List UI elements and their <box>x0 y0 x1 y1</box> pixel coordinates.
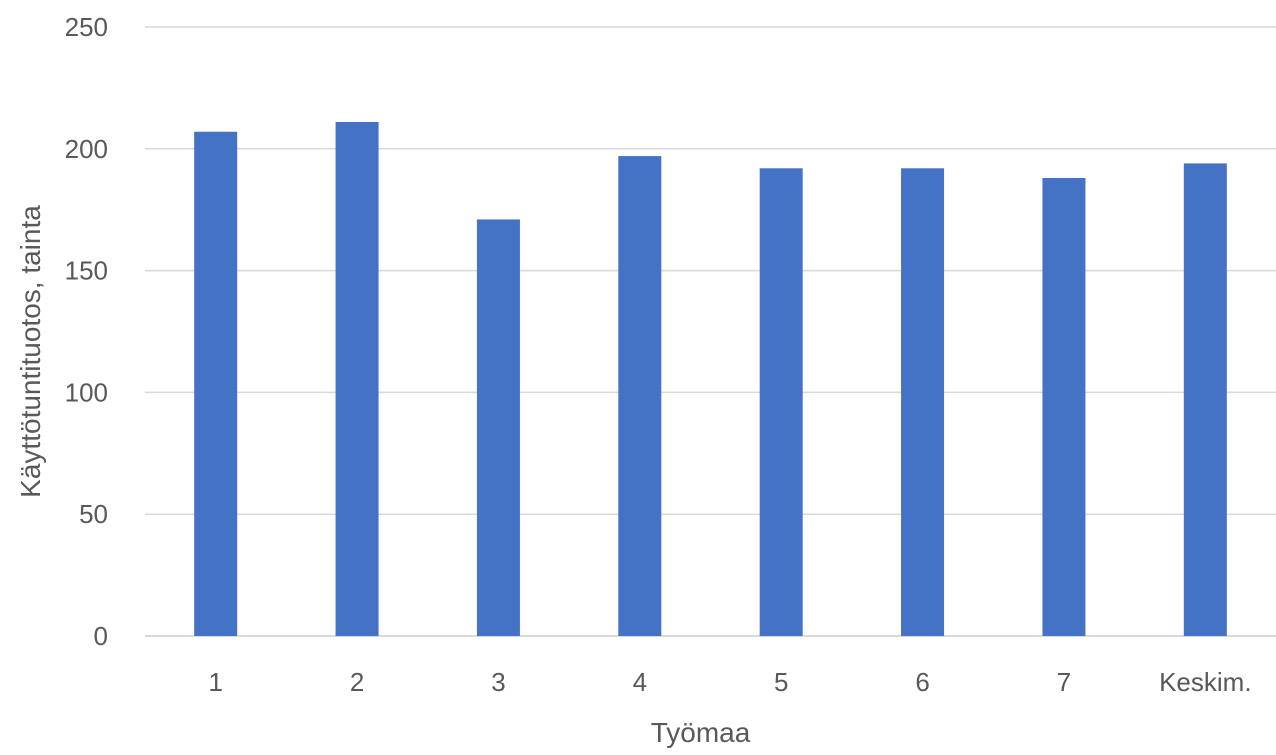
bar <box>901 168 945 636</box>
y-tick-label: 150 <box>65 256 108 286</box>
x-tick-label: 2 <box>350 667 364 697</box>
gridlines <box>145 26 1276 637</box>
y-tick-labels: 0 50 100 150 200 250 <box>65 12 108 651</box>
x-tick-label: 4 <box>633 667 647 697</box>
x-tick-labels: 1 2 3 4 5 6 7 Keskim. <box>208 667 1251 697</box>
bar <box>476 219 520 636</box>
y-tick-label: 50 <box>79 499 108 529</box>
x-tick-label: 1 <box>208 667 222 697</box>
y-tick-label: 200 <box>65 134 108 164</box>
x-tick-label: 6 <box>915 667 929 697</box>
x-axis-title: Työmaa <box>651 717 751 748</box>
bar <box>618 156 662 636</box>
y-tick-label: 100 <box>65 377 108 407</box>
bar <box>1042 178 1086 637</box>
bar <box>759 168 803 636</box>
y-axis-title: Käyttötuntituotos, tainta <box>15 205 46 498</box>
y-tick-label: 0 <box>94 621 108 651</box>
x-tick-label: 7 <box>1057 667 1071 697</box>
x-tick-label: 5 <box>774 667 788 697</box>
x-tick-label: 3 <box>491 667 505 697</box>
bars <box>194 122 1227 637</box>
bar <box>194 131 238 637</box>
x-tick-label: Keskim. <box>1159 667 1251 697</box>
bar <box>1183 163 1227 636</box>
y-tick-label: 250 <box>65 12 108 42</box>
bar <box>335 122 379 636</box>
